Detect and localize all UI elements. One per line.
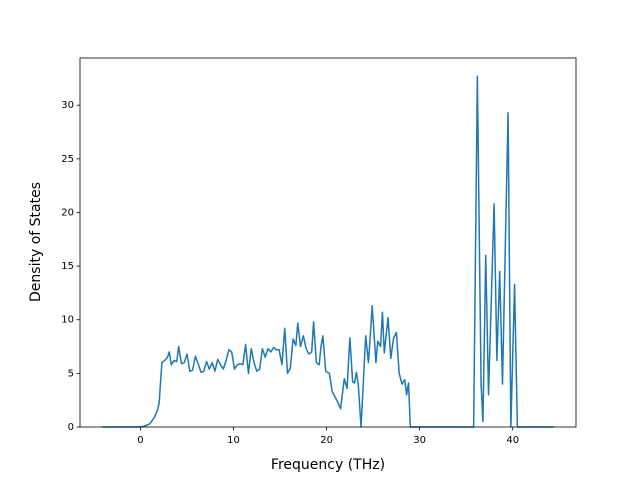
- y-tick-label: 15: [61, 261, 74, 272]
- plot-frame: [79, 57, 577, 428]
- line: [102, 75, 554, 428]
- y-tick-label: 5: [68, 368, 74, 379]
- y-tick-label: 0: [68, 422, 74, 433]
- x-tick-label: 10: [227, 435, 240, 446]
- y-tick-label: 20: [61, 207, 74, 218]
- x-tick-label: 30: [413, 435, 426, 446]
- x-axis-label: Frequency (THz): [271, 457, 385, 473]
- x-tick-label: 0: [137, 435, 143, 446]
- y-tick-label: 25: [61, 154, 74, 165]
- y-tick-label: 10: [61, 315, 74, 326]
- x-tick-label: 20: [320, 435, 333, 446]
- y-axis-label: Density of States: [28, 182, 44, 302]
- x-tick-label: 40: [506, 435, 519, 446]
- y-tick-label: 30: [61, 100, 74, 111]
